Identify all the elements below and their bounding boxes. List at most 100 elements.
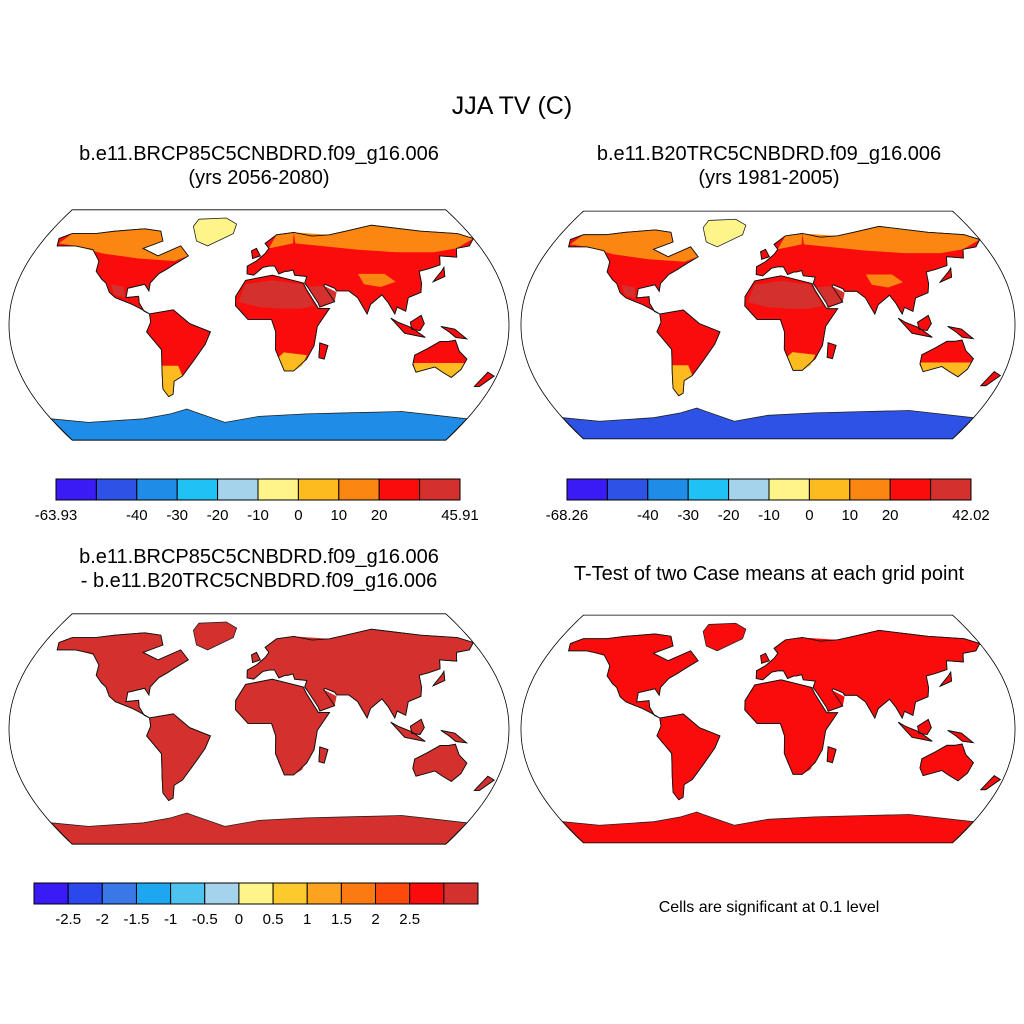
map-historical-region-canada [570,229,699,262]
colorbar-difference-swatch-3 [135,882,172,905]
map-difference-region-patagonia [162,769,183,801]
colorbar-historical-tick-label: 0 [805,507,813,524]
map-difference-coastline-newzealand [473,775,495,791]
map-future-land-greenland [192,217,238,247]
colorbar-future-swatch-9 [419,478,461,501]
map-difference-land-greenland [192,621,238,651]
map-difference-coastline-eurasia [246,628,474,719]
map-historical-coastline-borneo [917,314,932,332]
map-future-coastline-madagascar [318,342,329,360]
colorbar-difference-swatch-6 [238,882,274,905]
map-future-coastline-australia [412,339,468,378]
map-future-coastline-newzealand [473,371,495,387]
map-future-coastline-africa [235,274,331,372]
map-ttest-coastline-australia [919,743,974,782]
colorbar-future-swatch-4 [217,478,259,501]
colorbar-difference-tick-label: 2 [371,911,379,928]
map-future-frame [8,209,510,441]
map-ttest-region-southafrica [786,756,816,775]
colorbar-future-swatch-3 [176,478,219,501]
figure-title: JJA TV (C) [451,92,573,120]
colorbar-difference-tick-label: 2.5 [399,911,420,928]
map-ttest-region-arabia [816,690,845,710]
colorbar-historical-swatch-2 [647,478,689,501]
map-historical-coastline-newzealand [979,371,1002,387]
colorbar-difference-swatch-1 [67,882,103,905]
map-difference-coastline-southAmerica [146,713,211,802]
map-future-coastline-borneo [409,314,425,332]
map-ttest-land-antarctica [561,811,975,843]
map-difference-land-southAmerica [146,713,211,802]
map-historical-coastline-uk [760,248,770,260]
map-historical-region-scand [777,233,803,250]
colorbar-future-tick-label: -10 [247,507,269,524]
map-difference-region-arabia [307,689,337,710]
colorbar-historical-swatch-1 [606,478,649,501]
colorbar-difference-tick-label: -2.5 [55,911,81,928]
map-historical-land-southAmerica [656,309,721,397]
map-historical-region-southafrica [786,352,816,371]
colorbar-future-tick-label: -30 [166,507,188,524]
colorbar-future-swatch-1 [95,478,138,501]
colorbar-future-tick-label: 45.91 [441,507,479,524]
map-difference-region-mexico [110,688,125,702]
map-panel-ttest [520,614,1016,844]
colorbar-difference-tick-label: -1.5 [124,911,150,928]
colorbar-historical-tick-label: 42.02 [952,507,990,524]
colorbar-difference-swatch-9 [340,882,377,905]
colorbar-historical-swatch-8 [889,478,932,501]
colorbar-difference-tick-label: 1 [303,911,311,928]
map-historical-region-southaus [920,362,971,377]
map-future-region-arabia [307,285,337,306]
map-difference-coastline-uk [251,651,261,664]
map-historical-land-newguinea [947,325,975,340]
colorbar-future-tick-label: 10 [330,507,347,524]
map-ttest-land-southAmerica [656,713,721,801]
map-difference-coastline-madagascar [318,746,329,764]
map-ttest-region-scand [777,637,803,654]
colorbar-future-tick-label: -63.93 [35,507,78,524]
panel-2-years: (yrs 1981-2005) [698,167,840,189]
map-ttest-frame [520,614,1016,844]
map-historical-coastline-eurasia [755,225,981,316]
map-ttest-coastline-africa [744,679,839,775]
map-ttest-region-tibet [865,678,904,692]
map-historical-region-sahara [747,280,823,309]
map-future-land-southAmerica [146,309,211,398]
map-historical-coastline-madagascar [826,342,837,360]
colorbar-difference-tick-label: -0.5 [192,911,218,928]
map-difference-region-tibet [358,677,396,691]
map-difference-coastline-newguinea [440,729,469,744]
colorbar-future-tick-label: 0 [294,507,302,524]
colorbar-difference-tick-label: -2 [96,911,109,928]
colorbar-difference-tick-label: 0 [235,911,243,928]
panel-3-title: b.e11.BRCP85C5CNBDRD.f09_g16.006 - b.e11… [6,545,512,593]
colorbar-difference-swatch-4 [170,882,206,905]
map-difference-coastline-borneo [409,718,425,736]
map-ttest-land-newguinea [947,729,975,744]
map-future-coastline-eurasia [246,224,474,315]
map-historical-frame [520,210,1016,440]
map-difference-coastline-indonesia [390,721,426,742]
map-difference-frame [8,613,510,845]
map-historical-region-patagonia [672,365,693,396]
map-difference-region-sahara [238,684,315,713]
map-future-coastline-newguinea [440,325,469,340]
colorbar-historical-swatch-5 [768,478,810,501]
map-historical-coastline-indonesia [897,317,933,338]
colorbar-difference-swatch-12 [443,882,479,905]
colorbar-difference-swatch-0 [33,882,69,905]
map-historical-region-arabia [816,286,845,306]
map-difference-region-scand [268,636,294,653]
map-historical-region-mexico [621,284,636,298]
panel-4-title: T-Test of two Case means at each grid po… [516,562,1022,586]
map-panel-future [8,209,510,441]
colorbar-future-swatch-7 [338,478,380,501]
map-ttest-region-canada [570,633,699,666]
map-ttest-coastline-northAmerica [568,633,699,719]
map-ttest-region-mexico [621,688,636,702]
map-future-region-canada [58,228,189,261]
colorbar-difference-swatch-2 [101,882,137,905]
map-future-coastline-indonesia [390,317,426,338]
colorbar-historical-tick-label: -10 [758,507,780,524]
